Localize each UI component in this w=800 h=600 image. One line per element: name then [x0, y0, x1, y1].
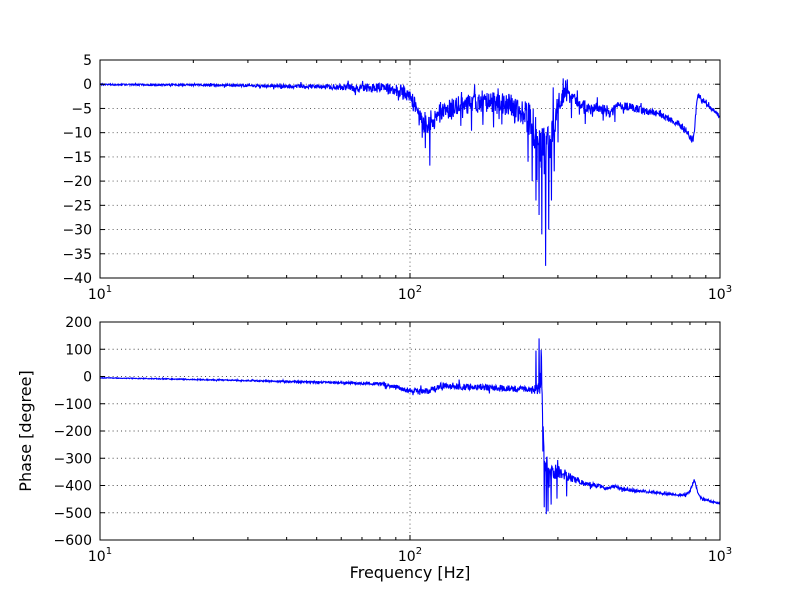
- magnitude-ticks: [99, 59, 721, 279]
- phase-curve: [100, 338, 720, 515]
- ytick-label: −200: [54, 424, 92, 440]
- ytick-label: −25: [62, 198, 92, 214]
- frequency-axis-label: Frequency [Hz]: [350, 563, 471, 582]
- magnitude-curve: [100, 78, 720, 266]
- ytick-label: −40: [62, 271, 92, 287]
- xtick-label: 101: [88, 546, 112, 565]
- ytick-label: −500: [54, 506, 92, 522]
- ytick-label: −400: [54, 479, 92, 495]
- ytick-label: 200: [65, 315, 92, 331]
- ytick-label: 5: [83, 53, 92, 69]
- xtick-label: 103: [708, 284, 732, 303]
- xtick-label: 102: [398, 284, 422, 303]
- ytick-label: 0: [83, 77, 92, 93]
- ytick-label: −300: [54, 451, 92, 467]
- ytick-label: −20: [62, 174, 92, 190]
- ytick-label: −10: [62, 126, 92, 142]
- ytick-label: −35: [62, 247, 92, 263]
- ytick-label: 0: [83, 370, 92, 386]
- phase-ticks: [99, 321, 721, 541]
- ytick-label: −600: [54, 533, 92, 549]
- phase-grid: [100, 322, 720, 540]
- ytick-label: −30: [62, 223, 92, 239]
- ytick-label: −100: [54, 397, 92, 413]
- magnitude-grid: [100, 60, 720, 278]
- phase-axis-label: Phase [degree]: [16, 370, 35, 491]
- xtick-label: 103: [708, 546, 732, 565]
- ytick-label: 100: [65, 342, 92, 358]
- ytick-label: −15: [62, 150, 92, 166]
- xtick-label: 101: [88, 284, 112, 303]
- ytick-label: −5: [71, 101, 92, 117]
